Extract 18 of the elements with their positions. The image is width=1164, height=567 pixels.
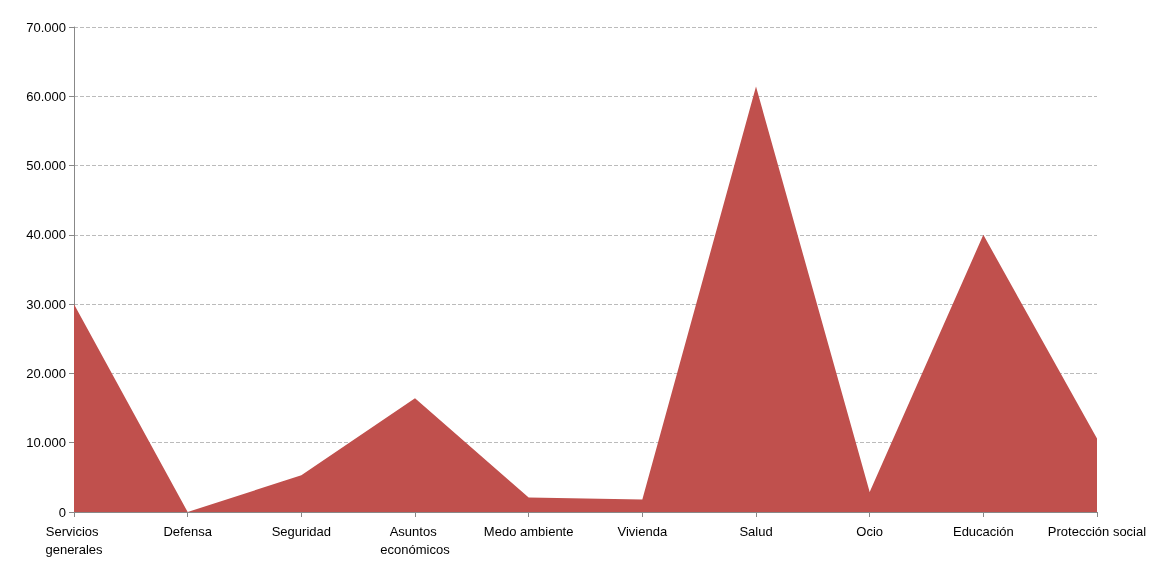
y-tick-label: 70.000 <box>26 19 66 35</box>
y-tick-label: 50.000 <box>26 158 66 174</box>
y-tick-label: 30.000 <box>26 296 66 312</box>
y-tick-label: 60.000 <box>26 88 66 104</box>
x-tick-label: Seguridad <box>271 523 331 539</box>
y-tick-label: 20.000 <box>26 365 66 381</box>
x-tick-label: Servicios generales <box>45 523 104 557</box>
x-tick-label: Salud <box>739 523 773 539</box>
x-tick-label: Vivienda <box>617 523 668 539</box>
y-tick-label: 40.000 <box>26 227 66 243</box>
x-tick-label: Educación <box>952 523 1014 539</box>
y-tick-label: 0 <box>58 504 66 520</box>
y-tick-label: 10.000 <box>26 435 66 451</box>
x-tick-label: Medo ambiente <box>483 523 574 539</box>
x-tick-label: Asuntos económicos <box>380 523 451 557</box>
x-tick-label: Defensa <box>163 523 213 539</box>
x-tick-label: Protección social <box>1047 523 1147 539</box>
x-tick-label: Ocio <box>856 523 884 539</box>
